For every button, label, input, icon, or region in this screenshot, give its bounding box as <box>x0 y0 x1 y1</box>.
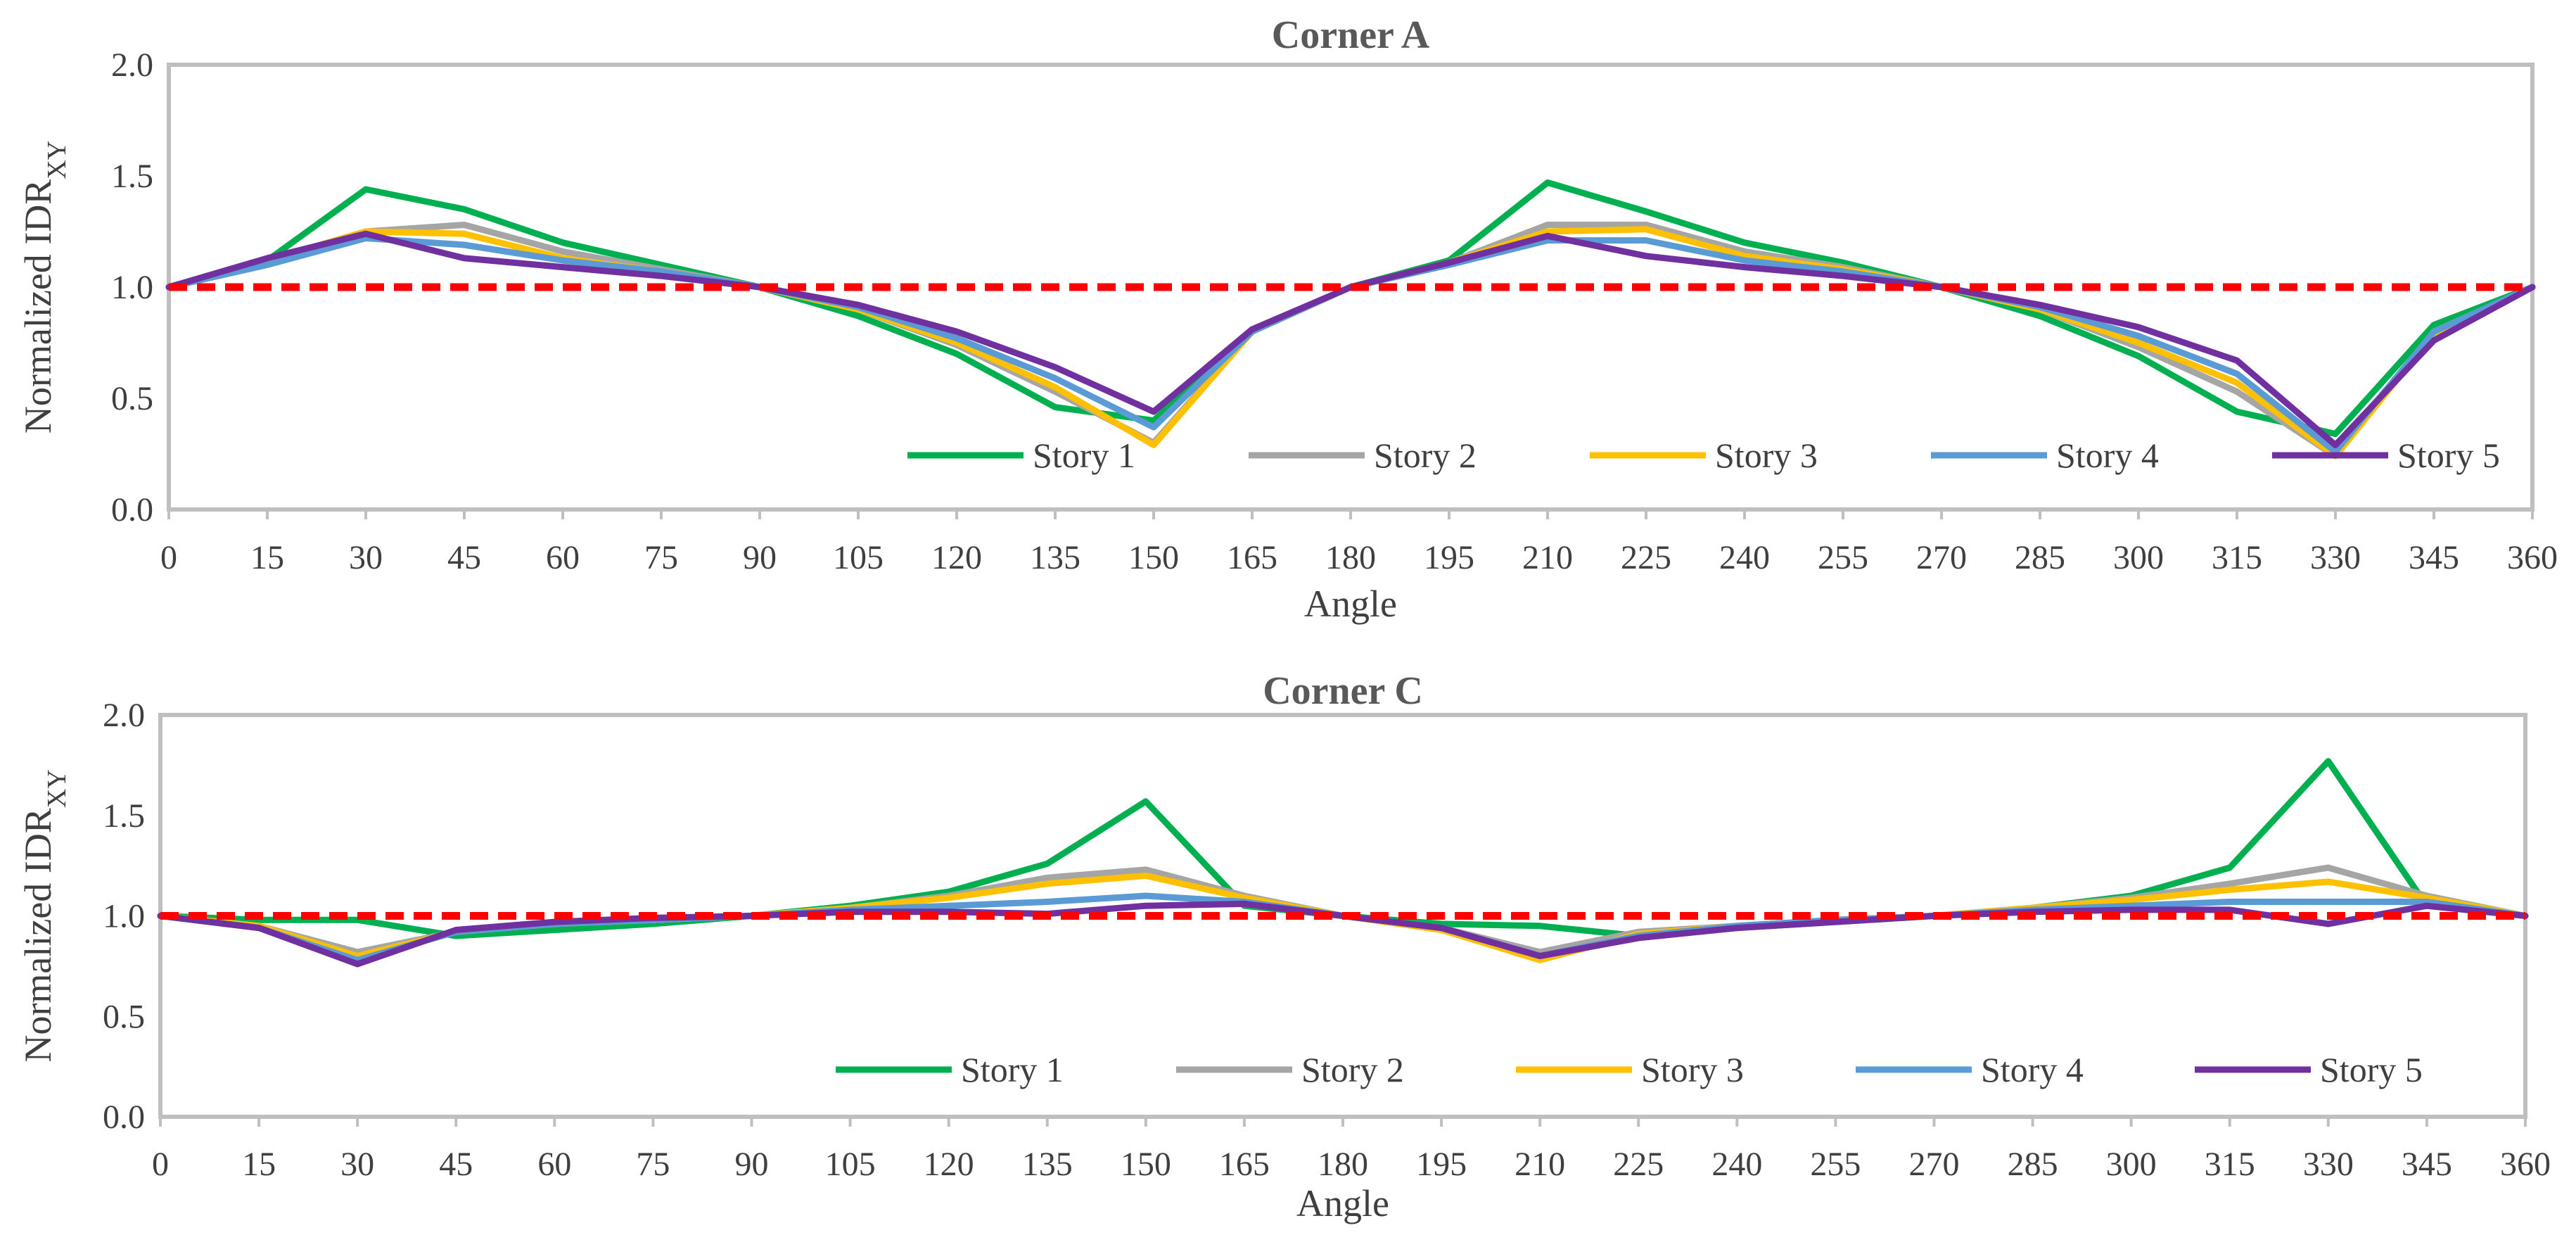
x-tick-label: 45 <box>439 1146 473 1183</box>
x-tick-label: 210 <box>1522 539 1573 576</box>
x-axis-label: Angle <box>1304 583 1397 625</box>
y-axis-label-main: Normalized IDR <box>17 179 59 433</box>
x-tick-label: 300 <box>2113 539 2164 576</box>
x-tick-label: 180 <box>1318 1146 1368 1183</box>
x-tick-label: 105 <box>825 1146 876 1183</box>
y-tick-label: 0.0 <box>103 1098 145 1136</box>
chart-corner-c: Corner C 0.0 0.5 1.0 1.5 2.0 0 15 30 45 60 75 90 105 1… <box>17 669 2551 1224</box>
y-tick-label: 1.5 <box>111 158 153 195</box>
x-tick-label: 135 <box>1030 539 1080 576</box>
x-tick-label: 195 <box>1424 539 1474 576</box>
x-tick-label: 270 <box>1909 1146 1960 1183</box>
x-tick-label: 135 <box>1022 1146 1073 1183</box>
x-tick-label: 315 <box>2212 539 2262 576</box>
x-tick-label: 285 <box>2015 539 2065 576</box>
y-axis-label: Normalized IDRXY <box>17 141 72 433</box>
x-tick-label: 75 <box>644 539 678 576</box>
y-tick-label: 0.0 <box>111 491 153 528</box>
x-axis-label: Angle <box>1296 1182 1389 1224</box>
x-tick-label: 255 <box>1818 539 1868 576</box>
x-tick-label: 300 <box>2106 1146 2157 1183</box>
x-tick-label: 180 <box>1325 539 1376 576</box>
chart-title: Corner C <box>1263 669 1423 713</box>
y-tick-label: 2.0 <box>111 46 153 84</box>
y-tick-label: 0.5 <box>111 380 153 417</box>
x-tick-label: 315 <box>2205 1146 2255 1183</box>
series-line-story-4 <box>165 235 2536 455</box>
x-tick-label: 120 <box>924 1146 974 1183</box>
series-line-story-1 <box>165 179 2536 438</box>
legend-label-story-4: Story 4 <box>1981 1050 2084 1089</box>
x-tick-label: 90 <box>735 1146 769 1183</box>
x-tick-label: 120 <box>931 539 982 576</box>
legend-label-story-5: Story 5 <box>2397 436 2500 475</box>
y-tick-label: 2.0 <box>103 697 145 734</box>
x-tick-label: 225 <box>1613 1146 1664 1183</box>
x-tick-label: 195 <box>1416 1146 1467 1183</box>
x-tick-label: 30 <box>349 539 383 576</box>
x-tick-label: 240 <box>1719 539 1770 576</box>
x-tick-label: 90 <box>743 539 777 576</box>
x-tick-label: 330 <box>2303 1146 2354 1183</box>
chart-corner-a: Corner A 0.0 0.5 1.0 1.5 2.0 0 15 30 45 60 75 90 105 1… <box>17 13 2558 625</box>
x-tick-label: 150 <box>1121 1146 1171 1183</box>
y-tick-label: 1.5 <box>103 797 145 835</box>
x-tick-label: 60 <box>537 1146 571 1183</box>
y-axis-label-sub: XY <box>42 141 72 179</box>
legend-label-story-1: Story 1 <box>961 1050 1064 1089</box>
x-tick-label: 270 <box>1916 539 1967 576</box>
y-tick-label: 0.5 <box>103 998 145 1035</box>
legend-label-story-2: Story 2 <box>1301 1050 1404 1089</box>
y-axis-label-main: Normalized IDR <box>17 808 59 1062</box>
x-tick-label: 30 <box>340 1146 374 1183</box>
legend-label-story-1: Story 1 <box>1033 436 1135 475</box>
legend-label-story-3: Story 3 <box>1641 1050 1744 1089</box>
x-tick-label: 15 <box>242 1146 276 1183</box>
x-tick-label: 345 <box>2409 539 2459 576</box>
x-tick-label: 15 <box>250 539 284 576</box>
x-tick-label: 165 <box>1219 1146 1270 1183</box>
y-tick-label: 1.0 <box>103 898 145 935</box>
series-line-story-5 <box>165 230 2536 448</box>
x-tick-label: 330 <box>2310 539 2361 576</box>
legend-label-story-2: Story 2 <box>1374 436 1477 475</box>
x-tick-label: 360 <box>2500 1146 2551 1183</box>
x-tick-label: 165 <box>1227 539 1277 576</box>
x-tick-label: 60 <box>546 539 580 576</box>
x-tick-label: 0 <box>152 1146 169 1183</box>
x-tick-label: 225 <box>1621 539 1671 576</box>
x-tick-label: 210 <box>1515 1146 1565 1183</box>
legend-label-story-3: Story 3 <box>1715 436 1818 475</box>
x-tick-label: 75 <box>636 1146 670 1183</box>
y-axis-label: Normalized IDRXY <box>17 769 72 1062</box>
x-tick-label: 45 <box>447 539 481 576</box>
x-tick-label: 360 <box>2507 539 2558 576</box>
x-tick-label: 345 <box>2402 1146 2452 1183</box>
x-tick-label: 240 <box>1711 1146 1762 1183</box>
chart-title: Corner A <box>1272 13 1430 57</box>
x-tick-label: 255 <box>1810 1146 1861 1183</box>
y-tick-label: 1.0 <box>111 269 153 306</box>
y-axis-label-sub: XY <box>42 769 72 808</box>
legend-label-story-4: Story 4 <box>2056 436 2159 475</box>
x-tick-label: 0 <box>160 539 177 576</box>
x-tick-label: 150 <box>1128 539 1179 576</box>
x-tick-label: 105 <box>833 539 884 576</box>
legend-label-story-5: Story 5 <box>2320 1050 2423 1089</box>
x-tick-label: 285 <box>2008 1146 2058 1183</box>
